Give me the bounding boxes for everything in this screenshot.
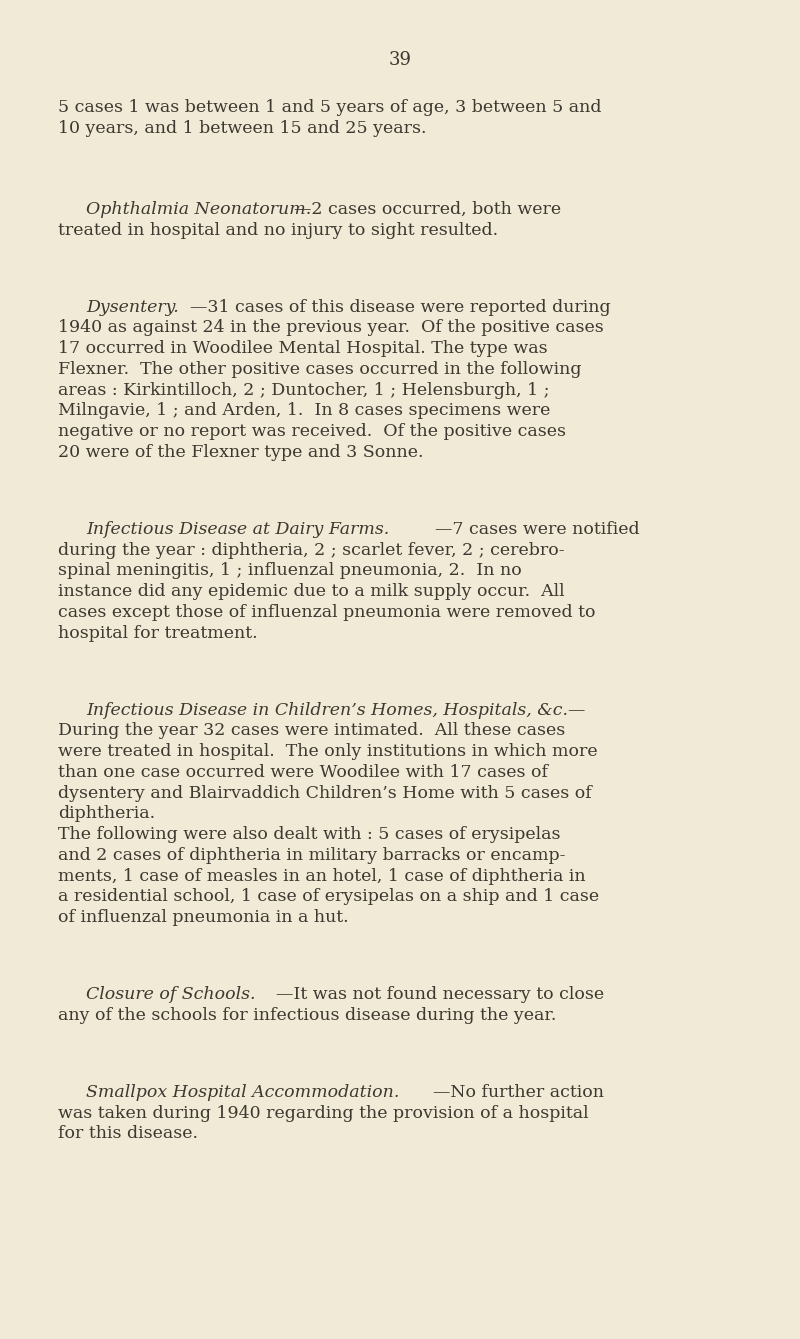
Text: instance did any epidemic due to a milk supply occur.  All: instance did any epidemic due to a milk … (58, 582, 565, 600)
Text: diphtheria.: diphtheria. (58, 805, 155, 822)
Text: 17 occurred in Woodilee Mental Hospital. The type was: 17 occurred in Woodilee Mental Hospital.… (58, 340, 548, 358)
Text: hospital for treatment.: hospital for treatment. (58, 624, 258, 641)
Text: negative or no report was received.  Of the positive cases: negative or no report was received. Of t… (58, 423, 566, 441)
Text: was taken during 1940 regarding the provision of a hospital: was taken during 1940 regarding the prov… (58, 1105, 589, 1122)
Text: During the year 32 cases were intimated.  All these cases: During the year 32 cases were intimated.… (58, 722, 566, 739)
Text: Infectious Disease at Dairy Farms.: Infectious Disease at Dairy Farms. (86, 521, 390, 538)
Text: Closure of Schools.: Closure of Schools. (86, 986, 256, 1003)
Text: ments, 1 case of measles in an hotel, 1 case of diphtheria in: ments, 1 case of measles in an hotel, 1 … (58, 868, 586, 885)
Text: —2 cases occurred, both were: —2 cases occurred, both were (294, 201, 561, 218)
Text: Infectious Disease in Children’s Homes, Hospitals, &c.—: Infectious Disease in Children’s Homes, … (86, 702, 586, 719)
Text: were treated in hospital.  The only institutions in which more: were treated in hospital. The only insti… (58, 743, 598, 761)
Text: than one case occurred were Woodilee with 17 cases of: than one case occurred were Woodilee wit… (58, 763, 549, 781)
Text: —7 cases were notified: —7 cases were notified (435, 521, 640, 538)
Text: —31 cases of this disease were reported during: —31 cases of this disease were reported … (190, 299, 610, 316)
Text: 5 cases 1 was between 1 and 5 years of age, 3 between 5 and: 5 cases 1 was between 1 and 5 years of a… (58, 99, 602, 116)
Text: any of the schools for infectious disease during the year.: any of the schools for infectious diseas… (58, 1007, 557, 1024)
Text: The following were also dealt with : 5 cases of erysipelas: The following were also dealt with : 5 c… (58, 826, 561, 844)
Text: a residential school, 1 case of erysipelas on a ship and 1 case: a residential school, 1 case of erysipel… (58, 888, 599, 905)
Text: Dysentery.: Dysentery. (86, 299, 179, 316)
Text: 20 were of the Flexner type and 3 Sonne.: 20 were of the Flexner type and 3 Sonne. (58, 443, 424, 461)
Text: for this disease.: for this disease. (58, 1125, 198, 1142)
Text: during the year : diphtheria, 2 ; scarlet fever, 2 ; cerebro-: during the year : diphtheria, 2 ; scarle… (58, 541, 565, 558)
Text: of influenzal pneumonia in a hut.: of influenzal pneumonia in a hut. (58, 909, 349, 927)
Text: areas : Kirkintilloch, 2 ; Duntocher, 1 ; Helensburgh, 1 ;: areas : Kirkintilloch, 2 ; Duntocher, 1 … (58, 382, 550, 399)
Text: 1940 as against 24 in the previous year.  Of the positive cases: 1940 as against 24 in the previous year.… (58, 319, 604, 336)
Text: Smallpox Hospital Accommodation.: Smallpox Hospital Accommodation. (86, 1083, 400, 1101)
Text: Flexner.  The other positive cases occurred in the following: Flexner. The other positive cases occurr… (58, 360, 582, 378)
Text: —It was not found necessary to close: —It was not found necessary to close (276, 986, 604, 1003)
Text: spinal meningitis, 1 ; influenzal pneumonia, 2.  In no: spinal meningitis, 1 ; influenzal pneumo… (58, 562, 522, 580)
Text: dysentery and Blairvaddich Children’s Home with 5 cases of: dysentery and Blairvaddich Children’s Ho… (58, 785, 592, 802)
Text: treated in hospital and no injury to sight resulted.: treated in hospital and no injury to sig… (58, 221, 504, 238)
Text: Milngavie, 1 ; and Arden, 1.  In 8 cases specimens were: Milngavie, 1 ; and Arden, 1. In 8 cases … (58, 402, 550, 419)
Text: Ophthalmia Neonatorum.: Ophthalmia Neonatorum. (86, 201, 312, 218)
Text: 39: 39 (389, 51, 411, 68)
Text: 10 years, and 1 between 15 and 25 years.: 10 years, and 1 between 15 and 25 years. (58, 119, 427, 137)
Text: cases except those of influenzal pneumonia were removed to: cases except those of influenzal pneumon… (58, 604, 596, 621)
Text: —No further action: —No further action (433, 1083, 604, 1101)
Text: and 2 cases of diphtheria in military barracks or encamp-: and 2 cases of diphtheria in military ba… (58, 846, 566, 864)
